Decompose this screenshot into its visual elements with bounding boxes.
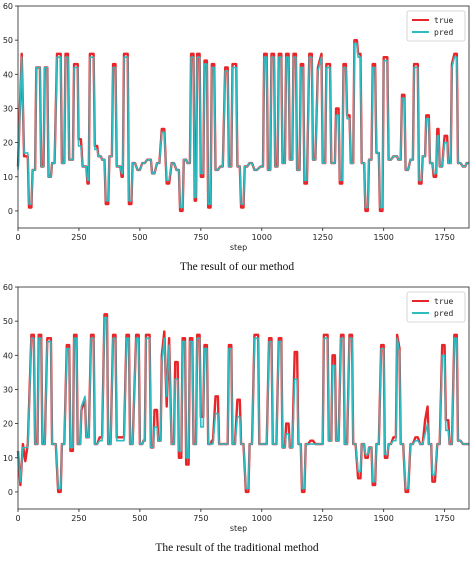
x-tick-label: 1750	[434, 233, 454, 242]
x-axis-label: step	[230, 243, 247, 252]
y-tick-label: 50	[3, 317, 13, 326]
plot-frame	[17, 286, 470, 510]
x-tick-label: 500	[132, 514, 147, 523]
y-tick-label: 0	[8, 207, 13, 216]
x-tick-label: 1500	[373, 514, 393, 523]
y-tick-label: 20	[3, 420, 13, 429]
x-tick-label: 750	[193, 514, 208, 523]
legend-label-true: true	[434, 16, 453, 25]
legend-label-pred: pred	[434, 309, 453, 318]
x-tick-label: 250	[71, 233, 86, 242]
y-tick-label: 30	[3, 385, 13, 394]
x-tick-label: 750	[193, 233, 208, 242]
y-tick-label: 20	[3, 139, 13, 148]
x-tick-label: 1250	[313, 233, 333, 242]
y-tick-label: 40	[3, 351, 13, 360]
legend-box	[406, 10, 466, 42]
legend-label-true: true	[434, 297, 453, 306]
legend-label-pred: pred	[434, 28, 453, 37]
series-line-pred	[17, 42, 469, 209]
chart-our-method: 0 10 20 30 40 50 60 0 250 500 750 1000 1250 1500 1750 s…	[3, 2, 470, 252]
chart-traditional-method: 0 10 20 30 40 50 60 0 250 500 750 1000 1250 1500 1750 s…	[3, 283, 470, 533]
y-tick-label: 0	[8, 488, 13, 497]
x-tick-label: 1750	[434, 514, 454, 523]
y-tick-label: 40	[3, 70, 13, 79]
series-line-pred	[17, 316, 469, 490]
x-tick-label: 250	[71, 514, 86, 523]
plot-frame	[17, 5, 470, 229]
x-tick-label: 500	[132, 233, 147, 242]
x-tick-label: 1500	[373, 233, 393, 242]
y-tick-label: 50	[3, 36, 13, 45]
y-tick-label: 60	[3, 2, 13, 11]
x-tick-label: 0	[15, 514, 20, 523]
x-tick-label: 1250	[313, 514, 333, 523]
y-tick-label: 10	[3, 173, 13, 182]
y-tick-label: 60	[3, 283, 13, 292]
y-tick-label: 30	[3, 104, 13, 113]
x-tick-label: 1000	[252, 514, 272, 523]
x-tick-label: 1000	[252, 233, 272, 242]
caption-our-method: The result of our method	[180, 261, 295, 273]
caption-traditional-method: The result of the traditional method	[155, 542, 318, 554]
y-tick-label: 10	[3, 454, 13, 463]
legend-box	[406, 291, 466, 323]
x-tick-label: 0	[15, 233, 20, 242]
x-axis-label: step	[230, 524, 247, 533]
